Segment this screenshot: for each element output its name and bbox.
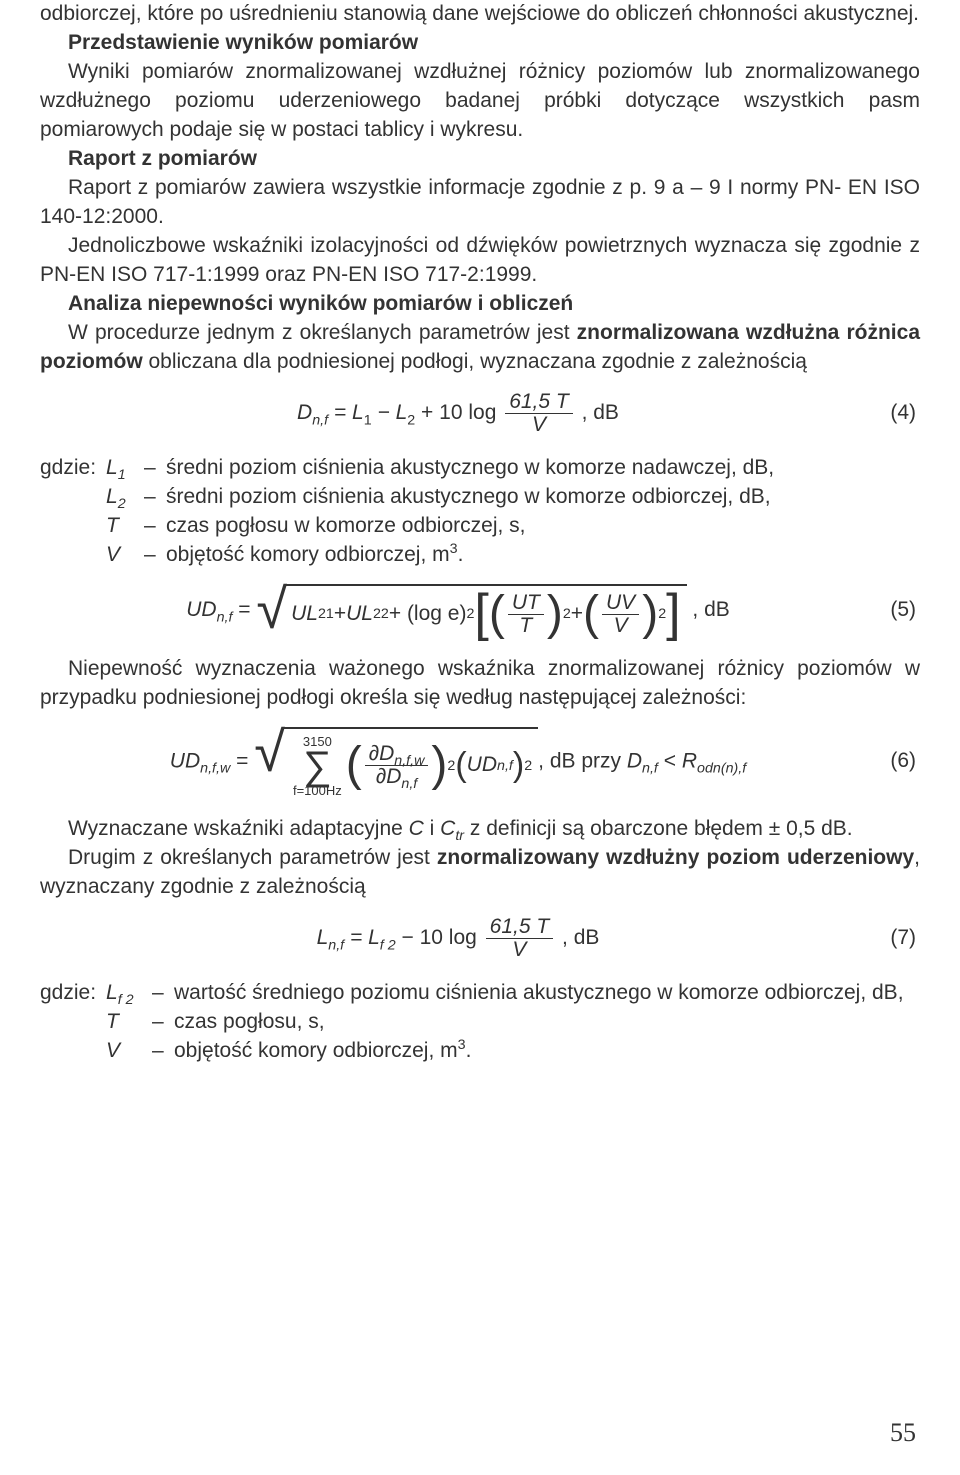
def2-sym-1: T: [106, 1008, 152, 1037]
def1-lead: gdzie:: [40, 454, 106, 483]
def1-sep-3: –: [144, 541, 166, 570]
def2-text-1: czas pogłosu, s,: [174, 1008, 920, 1037]
section-report: Raport z pomiarów: [40, 145, 920, 174]
eq5-lhs: UD: [186, 598, 216, 621]
equation-7-number: (7): [876, 924, 920, 953]
def2-sep-2: –: [152, 1037, 174, 1066]
eq4-frac-num: 61,5 T: [505, 391, 573, 414]
eq4-unit: , dB: [576, 401, 619, 424]
def1-sym-2: T: [106, 512, 144, 541]
eq4-sub1: 1: [364, 412, 372, 428]
definitions-1: gdzie: L1 – średni poziom ciśnienia akus…: [40, 454, 920, 570]
text-post: obliczana dla podniesionej podłogi, wyzn…: [143, 350, 807, 373]
eq5-sqrt: √ UL21 + UL22 + (log e)2 [ (UTT)2 + (UVV…: [256, 584, 686, 637]
equation-4-body: Dn,f = L1 − L2 + 10 log 61,5 TV , dB: [40, 391, 876, 436]
term-normalized-impact: znormalizowany wzdłużny poziom uderzenio…: [437, 846, 914, 869]
def1-sep-2: –: [144, 512, 166, 541]
def1-row-1: L2 – średni poziom ciśnienia akustyczneg…: [40, 483, 920, 512]
def2-text-2: objętość komory odbiorczej, m3.: [174, 1037, 920, 1066]
def1-row-0: gdzie: L1 – średni poziom ciśnienia akus…: [40, 454, 920, 483]
para-results: Wyniki pomiarów znormalizowanej wzdłużne…: [40, 58, 920, 145]
def2-sep-1: –: [152, 1008, 174, 1037]
heading-uncertainty: Analiza niepewności wyników pomiarów i o…: [68, 292, 573, 315]
eq6-sqrt: √ 3150 ∑ f=100Hz (∂Dn,f,w∂Dn,f)2 (UDn,f)…: [254, 727, 538, 797]
heading-results: Przedstawienie wyników pomiarów: [68, 31, 418, 54]
equation-6-number: (6): [876, 747, 920, 776]
def2-row-1: T – czas pogłosu, s,: [40, 1008, 920, 1037]
def2-sep-0: –: [152, 979, 174, 1008]
eq5-radicand: UL21 + UL22 + (log e)2 [ (UTT)2 + (UVV)2…: [285, 584, 686, 637]
eq4-l2: − L: [372, 401, 408, 424]
section-uncertainty: Analiza niepewności wyników pomiarów i o…: [40, 290, 920, 319]
eq4-frac-den: V: [505, 414, 573, 436]
radical-icon: √: [256, 584, 287, 637]
equation-6-body: UDn,f,w = √ 3150 ∑ f=100Hz (∂Dn,f,w∂Dn,f…: [40, 727, 876, 797]
eq6-lhs: UD: [170, 749, 200, 772]
radical-icon: √: [254, 727, 285, 797]
eq5-lhs-sub: n,f: [217, 609, 233, 625]
para-second-param: Drugim z określanych parametrów jest zno…: [40, 844, 920, 902]
equation-5-number: (5): [876, 596, 920, 625]
eq6-przy: przy: [576, 749, 627, 772]
eq4-frac: 61,5 TV: [505, 391, 573, 436]
def2-text-0: wartość średniego poziomu ciśnienia akus…: [174, 979, 920, 1008]
para-eq5-follow: Niepewność wyznaczenia ważonego wskaźnik…: [40, 655, 920, 713]
def2-row-0: gdzie: Lf 2 – wartość średniego poziomu …: [40, 979, 920, 1008]
def1-sep-1: –: [144, 483, 166, 512]
equation-6: UDn,f,w = √ 3150 ∑ f=100Hz (∂Dn,f,w∂Dn,f…: [40, 727, 920, 797]
def1-sym-1: L2: [106, 483, 144, 512]
heading-report: Raport z pomiarów: [68, 147, 257, 170]
equation-7: Ln,f = Lf 2 − 10 log 61,5 TV , dB (7): [40, 916, 920, 961]
def1-sym-3: V: [106, 541, 144, 570]
equation-4: Dn,f = L1 − L2 + 10 log 61,5 TV , dB (4): [40, 391, 920, 436]
def1-sep-0: –: [144, 454, 166, 483]
para-report-1: Raport z pomiarów zawiera wszystkie info…: [40, 174, 920, 232]
eq6-lhs-sub: n,f,w: [200, 760, 230, 776]
def2-sym-0: Lf 2: [106, 979, 152, 1008]
def2-lead: gdzie:: [40, 979, 106, 1008]
eq6-partial-frac: ∂Dn,f,w∂Dn,f: [365, 743, 429, 788]
page-number: 55: [890, 1415, 916, 1451]
def1-row-2: T – czas pogłosu w komorze odbiorczej, s…: [40, 512, 920, 541]
eq5-unit: , dB: [692, 598, 729, 621]
eq7-unit: , dB: [556, 926, 599, 949]
def1-text-1: średni poziom ciśnienia akustycznego w k…: [166, 483, 920, 512]
eq7-lhs: L: [317, 926, 329, 949]
equation-4-number: (4): [876, 399, 920, 428]
text-pre: W procedurze jednym z określanych parame…: [68, 321, 577, 344]
eq6-radicand: 3150 ∑ f=100Hz (∂Dn,f,w∂Dn,f)2 (UDn,f)2: [283, 727, 538, 797]
def2-row-2: V – objętość komory odbiorczej, m3.: [40, 1037, 920, 1066]
def1-text-3: objętość komory odbiorczej, m3.: [166, 541, 920, 570]
para-intro: odbiorczej, które po uśrednieniu stanowi…: [40, 0, 920, 29]
eq4-lhs-var: D: [297, 401, 312, 424]
sigma-icon: 3150 ∑ f=100Hz: [293, 735, 342, 797]
def1-sym-0: L1: [106, 454, 144, 483]
para-report-2: Jednoliczbowe wskaźniki izolacyjności od…: [40, 232, 920, 290]
section-results: Przedstawienie wyników pomiarów: [40, 29, 920, 58]
def1-text-0: średni poziom ciśnienia akustycznego w k…: [166, 454, 920, 483]
eq4-lhs-sub: n,f: [312, 412, 328, 428]
equation-7-body: Ln,f = Lf 2 − 10 log 61,5 TV , dB: [40, 916, 876, 961]
para-adaptation-indices: Wyznaczane wskaźniki adaptacyjne C i Ctr…: [40, 815, 920, 844]
eq7-lhs-sub: n,f: [328, 937, 344, 953]
def1-text-2: czas pogłosu w komorze odbiorczej, s,: [166, 512, 920, 541]
eq6-unit: , dB: [538, 749, 575, 772]
eq7-frac: 61,5 TV: [486, 916, 554, 961]
equation-5: UDn,f = √ UL21 + UL22 + (log e)2 [ (UTT)…: [40, 584, 920, 637]
definitions-2: gdzie: Lf 2 – wartość średniego poziomu …: [40, 979, 920, 1066]
eq4-l1: = L: [328, 401, 364, 424]
eq4-log: + 10 log: [415, 401, 502, 424]
para-uncertainty-intro: W procedurze jednym z określanych parame…: [40, 319, 920, 377]
equation-5-body: UDn,f = √ UL21 + UL22 + (log e)2 [ (UTT)…: [40, 584, 876, 637]
def2-sym-2: V: [106, 1037, 152, 1066]
def1-row-3: V – objętość komory odbiorczej, m3.: [40, 541, 920, 570]
